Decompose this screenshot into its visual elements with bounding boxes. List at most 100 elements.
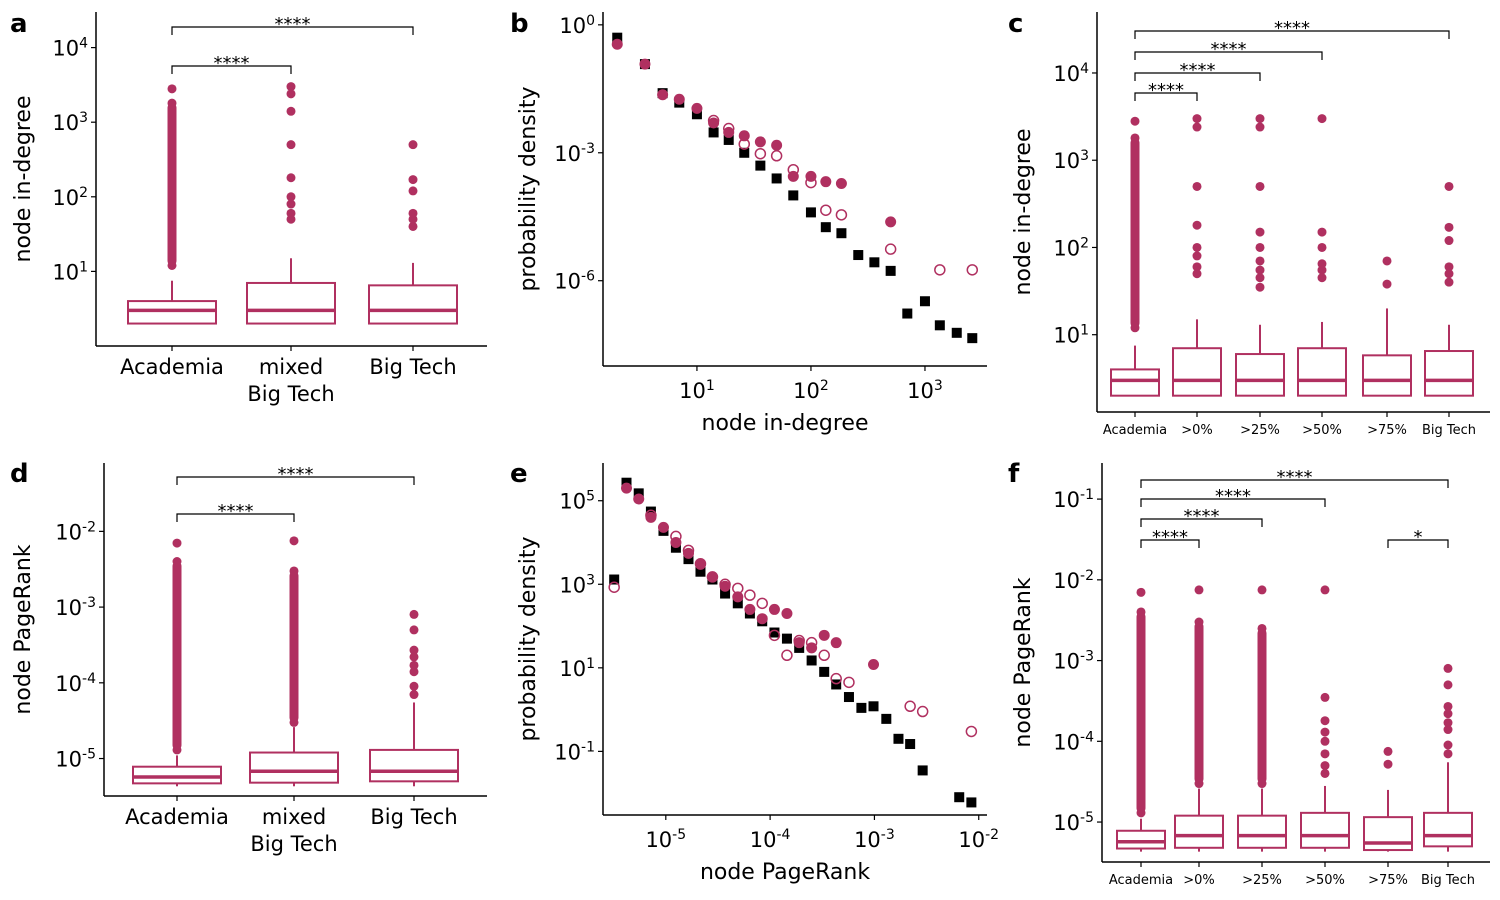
significance-bracket: *	[1387, 527, 1449, 548]
outlier-point	[1444, 236, 1454, 246]
y-tick-label: 10-2	[55, 519, 96, 544]
data-point-square	[836, 228, 847, 239]
x-tick-label: >50%	[1302, 423, 1342, 438]
data-point-square	[881, 713, 892, 724]
x-tick-label-line: >50%	[1305, 873, 1345, 888]
outlier-point	[1255, 122, 1265, 132]
x-tick-label-base: 10	[854, 828, 881, 852]
outlier-column	[1257, 628, 1267, 784]
series-open	[707, 114, 979, 276]
box-0	[1110, 116, 1160, 397]
y-tick-label: 103	[1053, 148, 1089, 173]
y-tick-label: 103	[559, 572, 595, 597]
box-body	[127, 300, 217, 325]
outlier-column	[172, 561, 182, 750]
data-point-open	[843, 676, 855, 689]
y-tick-label-exp: 3	[79, 110, 88, 126]
data-point-open	[793, 634, 805, 647]
y-tick-label-base: 10	[52, 37, 79, 61]
x-tick-label-exp: 1	[706, 378, 715, 394]
y-tick-label-exp: -6	[581, 269, 595, 285]
x-tick-label: 10-5	[645, 827, 686, 852]
outlier-point	[1257, 585, 1267, 595]
data-point-filled	[771, 139, 783, 151]
outlier-point	[1443, 663, 1453, 673]
outlier-point	[1255, 114, 1265, 124]
data-point-open	[805, 176, 817, 189]
x-tick-label: Academia	[1103, 423, 1167, 438]
data-point-open	[916, 705, 929, 718]
x-tick-label: Big Tech	[1421, 873, 1475, 888]
data-point-filled	[682, 547, 694, 559]
data-point-open	[738, 138, 751, 150]
significance-bracket: ****	[171, 53, 292, 74]
x-tick-label-line: >0%	[1183, 873, 1215, 888]
x-tick-label-line: Big Tech	[1422, 423, 1476, 438]
outlier-point	[1320, 692, 1330, 702]
data-point-open	[694, 558, 707, 570]
outlier-point	[409, 681, 419, 691]
data-point-open	[756, 597, 768, 610]
box-body	[246, 281, 336, 325]
data-point-open	[904, 700, 916, 713]
y-tick-label-exp: 5	[586, 489, 595, 505]
bracket-line	[1140, 539, 1200, 548]
data-point-square	[755, 160, 766, 171]
significance-label: ****	[1211, 39, 1247, 60]
y-tick-label-exp: 1	[79, 259, 88, 275]
data-point-square	[967, 333, 978, 344]
x-tick-label-line: mixed	[262, 805, 326, 829]
box-body	[1363, 816, 1413, 852]
outlier-point	[1383, 759, 1393, 769]
box-4	[1362, 256, 1412, 397]
y-axis-title: node PageRank	[11, 544, 36, 714]
y-tick-label-base: 10	[1053, 324, 1080, 348]
significance-bracket: ****	[1140, 527, 1200, 548]
data-point-filled	[738, 130, 750, 142]
y-tick-label: 102	[52, 185, 88, 210]
y-tick-label-exp: -3	[581, 141, 595, 157]
data-point-square	[843, 692, 854, 703]
outlier-point	[1317, 259, 1327, 269]
bracket-line	[1140, 518, 1263, 527]
box-0	[132, 538, 222, 787]
data-point-filled	[820, 176, 832, 188]
bracket-line	[1134, 30, 1450, 39]
box-2	[369, 609, 459, 787]
x-tick-label-line: Academia	[1103, 423, 1167, 438]
y-tick-label-exp: -3	[1080, 649, 1094, 665]
data-point-square	[951, 327, 962, 338]
significance-bracket: ****	[1140, 506, 1263, 527]
y-tick-label-base: 10	[52, 186, 79, 210]
x-tick-label: >75%	[1367, 423, 1407, 438]
y-tick-label-exp: -5	[82, 747, 96, 763]
data-point-square	[723, 134, 734, 145]
x-tick-label: Big Tech	[370, 805, 457, 829]
significance-bracket: ****	[1134, 18, 1450, 39]
outlier-point	[1382, 256, 1392, 266]
data-point-square	[919, 296, 930, 307]
significance-label: ****	[1215, 486, 1251, 507]
data-point-square	[691, 109, 702, 120]
data-point-square	[893, 733, 904, 744]
box-5	[1424, 181, 1474, 397]
y-tick-label: 10-3	[1053, 649, 1094, 674]
significance-bracket: ****	[1134, 60, 1261, 81]
significance-bracket: ****	[1134, 80, 1198, 101]
outlier-column	[1130, 137, 1140, 328]
x-tick-label-exp: -2	[985, 827, 999, 843]
outlier-point	[1444, 222, 1454, 232]
significance-label: ****	[278, 464, 314, 485]
y-tick-label: 105	[559, 489, 595, 514]
bracket-line	[1134, 72, 1261, 81]
outlier-point	[1383, 746, 1393, 756]
y-tick-label-exp: 2	[1080, 235, 1089, 251]
outlier-point	[286, 140, 296, 150]
data-point-filled	[691, 102, 703, 114]
significance-bracket: ****	[1134, 39, 1323, 60]
x-tick-label-base: 10	[750, 828, 777, 852]
data-point-square	[856, 702, 867, 713]
